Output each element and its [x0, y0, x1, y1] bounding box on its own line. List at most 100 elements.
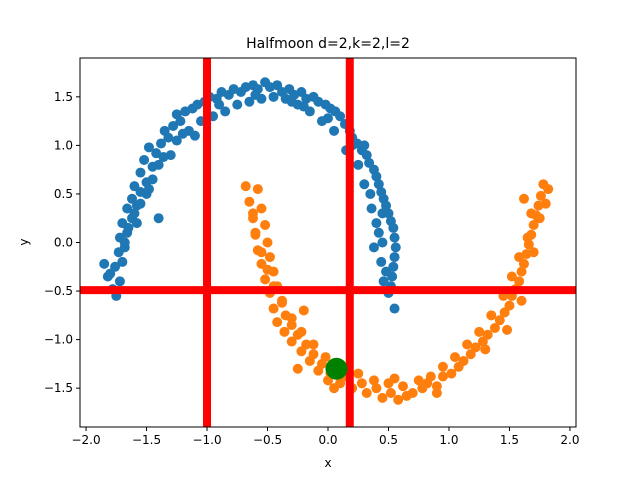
data-point [353, 368, 364, 379]
data-point [368, 375, 379, 386]
data-point [279, 326, 290, 337]
data-point [462, 339, 473, 350]
data-point [99, 258, 110, 269]
data-point [296, 346, 307, 357]
data-point [168, 120, 179, 131]
data-point [286, 336, 297, 347]
x-tick-label: 2.0 [560, 433, 579, 447]
data-point [385, 388, 396, 399]
data-point [264, 252, 275, 263]
data-point [308, 339, 319, 350]
data-point [514, 252, 525, 263]
data-point [446, 368, 457, 379]
data-point [389, 303, 400, 314]
data-point [381, 200, 392, 211]
data-point [313, 365, 324, 376]
data-point [268, 91, 279, 102]
x-tick-label: −2.0 [71, 433, 100, 447]
data-point [119, 237, 130, 248]
data-point [262, 264, 273, 275]
data-point [516, 266, 527, 277]
data-point [494, 315, 505, 326]
y-tick-label: −1.5 [44, 381, 73, 395]
data-point [366, 203, 377, 214]
y-axis-label: y [17, 238, 31, 245]
data-point [158, 152, 169, 163]
data-point [113, 247, 124, 258]
data-point [329, 125, 340, 136]
data-point [371, 383, 382, 394]
data-point [214, 99, 225, 110]
data-point [378, 276, 389, 287]
data-point [371, 171, 382, 182]
data-point [502, 324, 513, 335]
data-point [153, 159, 164, 170]
data-point [143, 184, 154, 195]
data-point [277, 297, 288, 308]
data-point [516, 295, 527, 306]
data-point [368, 242, 379, 253]
data-point [268, 303, 279, 314]
data-point [129, 181, 140, 192]
data-point [528, 247, 539, 258]
data-point [329, 383, 340, 394]
data-point [296, 326, 307, 337]
data-point [153, 213, 164, 224]
data-point [359, 179, 370, 190]
data-point [256, 203, 267, 214]
data-point [381, 266, 392, 277]
data-point [407, 388, 418, 399]
data-point [371, 218, 382, 229]
axes: −2.0 −1.5 −1.0 −0.5 0.0 0.5 1.0 1.5 2.0 −1.5 −1.0 −… [44, 57, 579, 447]
data-point [232, 99, 243, 110]
data-point [526, 208, 537, 219]
data-point [123, 222, 134, 233]
data-point [298, 305, 309, 316]
data-point [171, 109, 182, 120]
plot-area [80, 58, 576, 427]
data-point [458, 355, 469, 366]
x-tick-label: −0.5 [253, 433, 282, 447]
data-point [486, 310, 497, 321]
data-point [353, 159, 364, 170]
data-point [323, 113, 333, 124]
x-tick-label: 1.5 [500, 433, 519, 447]
data-point [286, 313, 297, 324]
data-point [506, 271, 517, 282]
data-point [260, 274, 271, 285]
data-point [335, 111, 346, 122]
data-point [220, 106, 231, 117]
data-point [522, 232, 533, 243]
data-point [159, 125, 170, 136]
x-tick-label: 1.0 [439, 433, 458, 447]
y-tick-label: 0.5 [54, 187, 73, 201]
data-point [393, 394, 404, 405]
data-point [377, 237, 388, 248]
data-point [135, 167, 146, 178]
data-point [252, 184, 263, 195]
data-point [244, 196, 255, 207]
data-point [248, 208, 258, 219]
plot-clipped-group [80, 58, 576, 427]
data-point [398, 381, 408, 392]
data-point [292, 363, 303, 374]
data-point [143, 142, 154, 153]
data-point [244, 96, 255, 107]
data-point [504, 300, 515, 311]
data-point [139, 154, 150, 165]
series-0 [99, 77, 401, 314]
data-point [534, 213, 545, 224]
y-tick-label: 1.5 [54, 90, 73, 104]
data-point [240, 181, 251, 192]
data-point [389, 373, 400, 384]
data-point [413, 375, 424, 386]
x-tick-label: −1.0 [192, 433, 221, 447]
data-point [129, 208, 140, 219]
data-point [489, 322, 500, 333]
chart-title: Halfmoon d=2,k=2,l=2 [246, 36, 410, 52]
data-point [474, 326, 485, 337]
data-point [377, 392, 388, 403]
data-point [114, 276, 125, 287]
